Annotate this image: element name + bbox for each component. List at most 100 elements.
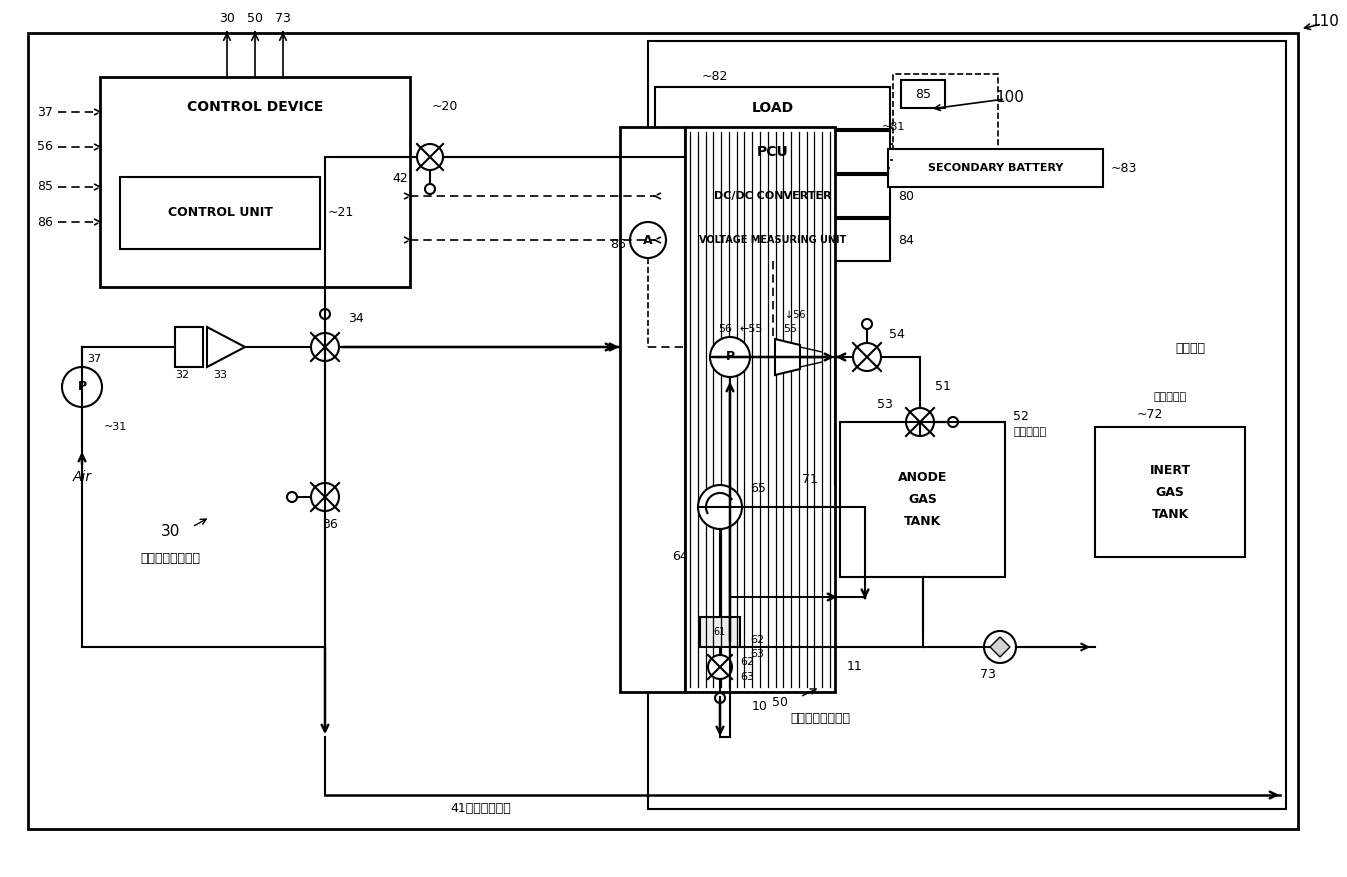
Circle shape	[948, 417, 958, 427]
Text: 62: 62	[740, 657, 754, 667]
Text: 64: 64	[672, 551, 688, 564]
Text: 30: 30	[160, 524, 179, 539]
Text: 50: 50	[247, 12, 263, 25]
Text: 80: 80	[898, 189, 915, 203]
Text: GAS: GAS	[908, 493, 938, 506]
Text: 63: 63	[750, 649, 764, 659]
Bar	[1095, 427, 1245, 557]
Circle shape	[287, 492, 296, 502]
Text: 56: 56	[718, 324, 731, 334]
Circle shape	[426, 184, 435, 194]
Text: P: P	[726, 351, 734, 363]
Text: 41废气排出通道: 41废气排出通道	[450, 802, 511, 816]
Text: ~21: ~21	[329, 206, 354, 219]
Polygon shape	[775, 339, 800, 375]
Text: 86: 86	[610, 239, 626, 252]
Text: 65: 65	[750, 482, 766, 496]
Text: DC/DC CONVERTER: DC/DC CONVERTER	[714, 191, 831, 201]
Bar	[893, 74, 998, 164]
Circle shape	[62, 367, 102, 407]
Bar	[655, 175, 890, 217]
Text: 30: 30	[220, 12, 234, 25]
Circle shape	[862, 319, 872, 329]
Text: ~81: ~81	[882, 122, 905, 132]
Text: ~83: ~83	[1111, 161, 1137, 175]
Text: 阴极气体供应单元: 阴极气体供应单元	[140, 553, 199, 566]
Text: CONTROL UNIT: CONTROL UNIT	[167, 206, 272, 219]
Text: 11: 11	[847, 660, 862, 674]
Bar	[841, 422, 1005, 577]
Text: LOAD: LOAD	[752, 101, 793, 115]
Bar	[655, 87, 890, 129]
Text: 61: 61	[714, 627, 726, 637]
Bar	[175, 327, 203, 367]
Circle shape	[907, 408, 933, 436]
Text: 32: 32	[175, 370, 189, 380]
Text: VOLTAGE MEASURING UNIT: VOLTAGE MEASURING UNIT	[699, 235, 846, 245]
Bar	[686, 127, 835, 692]
Text: 53: 53	[877, 397, 893, 410]
Text: 51: 51	[935, 381, 951, 394]
Text: 73: 73	[275, 12, 291, 25]
Text: ~31: ~31	[104, 422, 127, 432]
Text: ←55: ←55	[740, 324, 764, 334]
Text: SECONDARY BATTERY: SECONDARY BATTERY	[928, 163, 1063, 173]
Text: ~82: ~82	[702, 70, 729, 83]
Text: ~72: ~72	[1137, 409, 1164, 422]
Bar	[700, 617, 740, 647]
Text: 37: 37	[88, 354, 101, 364]
Text: 50: 50	[772, 695, 788, 709]
Bar	[655, 219, 890, 261]
Text: INERT: INERT	[1149, 464, 1191, 476]
Text: 110: 110	[1311, 15, 1339, 30]
Text: 37: 37	[38, 105, 53, 118]
Text: ↓56: ↓56	[785, 310, 806, 320]
Circle shape	[985, 631, 1016, 663]
Text: 100: 100	[995, 89, 1025, 104]
Text: P: P	[77, 381, 86, 394]
Text: 惰性气体罐: 惰性气体罐	[1153, 392, 1187, 402]
Circle shape	[418, 144, 443, 170]
Text: 54: 54	[889, 329, 905, 341]
Text: GAS: GAS	[1156, 486, 1184, 498]
Text: 84: 84	[898, 233, 913, 246]
Text: 62: 62	[750, 635, 764, 645]
Polygon shape	[990, 637, 1010, 657]
Bar	[888, 149, 1103, 187]
Circle shape	[715, 693, 725, 703]
Bar	[120, 177, 321, 249]
Text: 85: 85	[915, 88, 931, 101]
Circle shape	[311, 483, 339, 511]
Text: 42: 42	[392, 173, 408, 186]
Text: TANK: TANK	[904, 515, 942, 528]
Text: 85: 85	[36, 181, 53, 194]
Text: ANODE: ANODE	[898, 471, 947, 484]
Text: 56: 56	[38, 140, 53, 153]
Text: Air: Air	[73, 470, 92, 484]
Text: 73: 73	[981, 668, 995, 681]
Circle shape	[709, 655, 731, 679]
Text: 34: 34	[348, 312, 364, 325]
Text: 阳极气体罐: 阳极气体罐	[1013, 427, 1047, 437]
Text: TANK: TANK	[1152, 508, 1188, 521]
Circle shape	[630, 222, 665, 258]
Text: ~20: ~20	[432, 101, 458, 113]
Bar	[648, 41, 1286, 809]
Bar	[901, 80, 946, 108]
Circle shape	[853, 343, 881, 371]
Text: 52: 52	[1013, 410, 1029, 424]
Text: 71: 71	[801, 473, 818, 486]
Bar	[620, 127, 686, 692]
Text: 阳极管道: 阳极管道	[1175, 343, 1206, 355]
Circle shape	[311, 333, 339, 361]
Bar	[100, 77, 409, 287]
Circle shape	[698, 485, 742, 529]
Text: PCU: PCU	[757, 145, 788, 159]
Text: 55: 55	[783, 324, 797, 334]
Bar	[655, 131, 890, 173]
Text: 86: 86	[38, 216, 53, 229]
Polygon shape	[207, 327, 245, 367]
Circle shape	[710, 337, 750, 377]
Text: A: A	[643, 233, 653, 246]
Text: 阳极气体供应单元: 阳极气体供应单元	[789, 712, 850, 725]
